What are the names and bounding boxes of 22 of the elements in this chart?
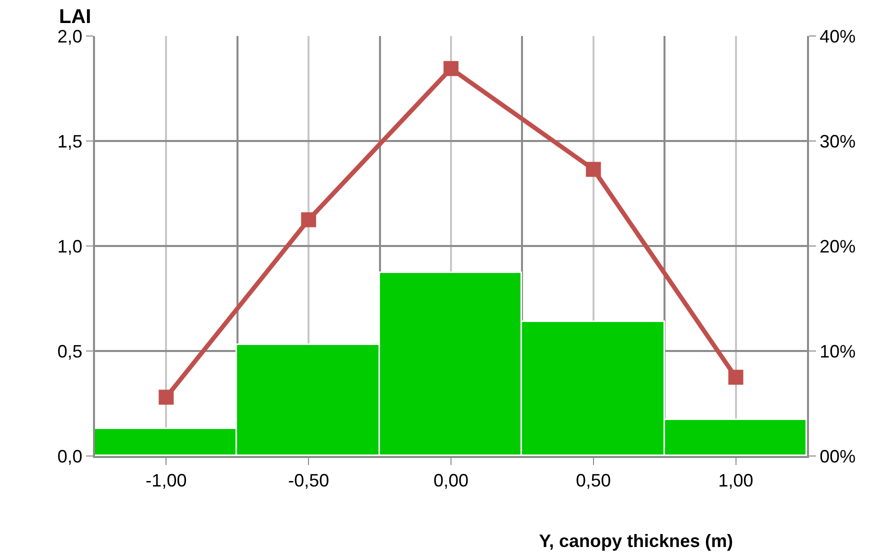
- x-tick-label: 1,00: [718, 470, 754, 491]
- point: [586, 162, 601, 177]
- y2-tick-label: 40%: [820, 26, 856, 46]
- point: [444, 61, 458, 76]
- y2-tick-label: 30%: [820, 131, 856, 152]
- x-tick-label: 0,00: [433, 470, 469, 491]
- point: [301, 212, 316, 228]
- y-tick-label: 0,0: [57, 446, 82, 466]
- y2-tick-label: 00%: [820, 446, 856, 466]
- x-tick-label: -1,00: [146, 470, 187, 491]
- y2-tick-label: 10%: [820, 341, 856, 362]
- x-tick-label: -0,50: [288, 470, 330, 491]
- x-axis-title: Y, canopy thicknes (m): [539, 531, 734, 551]
- x-tick-label: 0,50: [576, 470, 611, 491]
- y-tick-label: 1,5: [57, 131, 82, 152]
- y-tick-label: 1,0: [57, 236, 82, 256]
- point: [728, 370, 744, 385]
- y-axis-title: LAI: [59, 6, 92, 28]
- point: [158, 390, 174, 405]
- y2-tick-label: 20%: [820, 236, 856, 256]
- y-tick-label: 2,0: [57, 26, 82, 46]
- y-tick-label: 0,5: [57, 341, 82, 362]
